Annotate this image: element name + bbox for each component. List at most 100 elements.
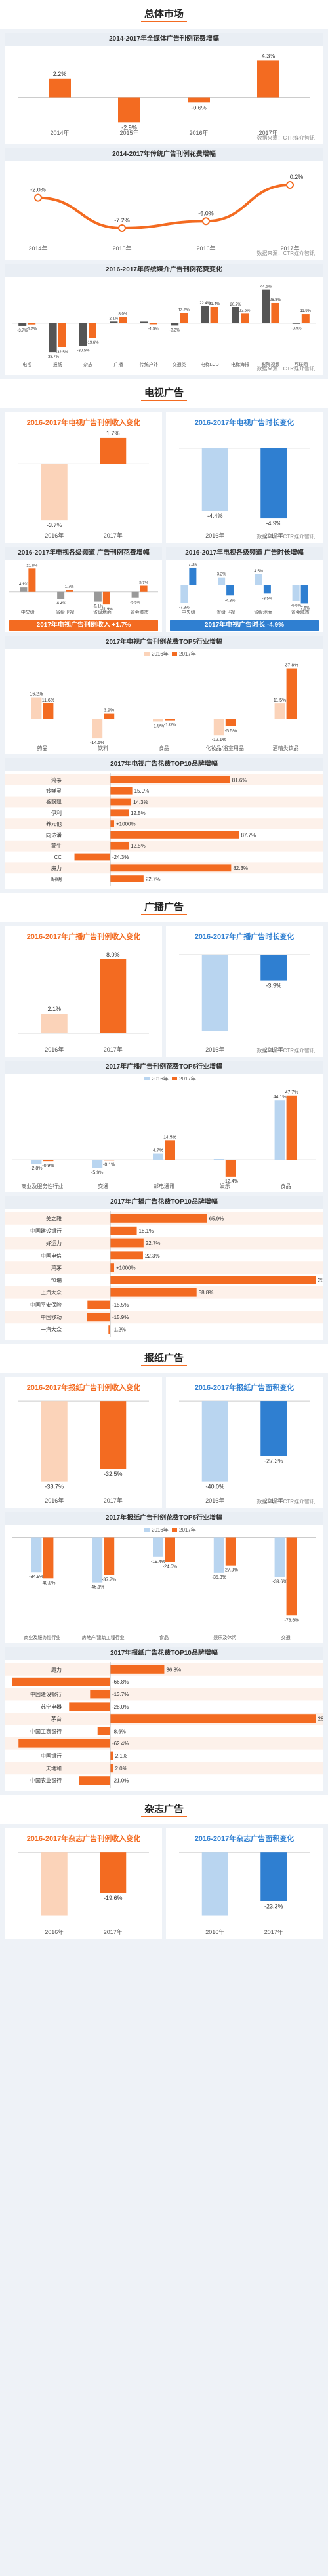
chart-radio-top5-industry: 2016年 2017年 -2.8%-0.9% 商业及服务性行业 -5.9%-0.1% 交通… <box>12 1075 316 1189</box>
chart-title: 2016-2017年报纸广告刊例收入变化 <box>26 1384 141 1392</box>
data-label: 16.2% <box>30 692 43 697</box>
data-label: -40.9% <box>41 1581 55 1585</box>
bar-2017年 <box>301 314 310 323</box>
tick-label: 2016年 <box>45 1497 64 1504</box>
panel-c12: 2017年广播广告刊例花费TOP5行业增幅 2016年 2017年 -2.8% -0.… <box>5 1061 323 1192</box>
data-label: +1000% <box>116 1265 136 1271</box>
tick-label: 互联网 <box>294 361 308 367</box>
chart-title: 2016-2017年电视各级频道 广告时长增幅 <box>166 547 323 560</box>
bar <box>87 1300 110 1309</box>
bar-2016年 <box>153 1537 163 1557</box>
legend-swatch-2017 <box>172 1077 177 1080</box>
data-label: 14.5% <box>163 1135 176 1139</box>
panel-c17: 2017年报纸广告花费TOP10品牌增幅 魔力36.8%信大-66.8%中国建设… <box>5 1647 328 1791</box>
bar-2016年 <box>171 323 179 326</box>
brand-label: 鸿茅 <box>51 776 62 783</box>
data-label: -1.9% <box>152 724 164 728</box>
bar <box>118 97 140 123</box>
bar-2017年 <box>104 1537 115 1575</box>
data-label: 2.1% <box>47 1006 61 1012</box>
tick-label: 电视 <box>22 361 31 367</box>
data-label: 22.4% <box>199 302 211 306</box>
data-label: -37.7% <box>102 1577 116 1582</box>
data-label: 2.1% <box>110 317 119 321</box>
bar-2016年 <box>292 585 300 601</box>
bar <box>110 1276 316 1284</box>
data-label: -12.1% <box>212 738 226 742</box>
data-label: -23.3% <box>264 1903 283 1909</box>
data-label: -15.9% <box>112 1315 129 1320</box>
data-label: -38.7% <box>45 1484 64 1490</box>
data-label: -4.4% <box>207 513 223 519</box>
data-label: 18.1% <box>139 1228 154 1234</box>
panel-c13: 2017年广播广告花费TOP10品牌增幅 美之雅 65.9% 中国建设银行 18.1%… <box>5 1196 328 1340</box>
bar-2017年 <box>66 590 73 592</box>
bar <box>110 1251 143 1260</box>
data-point <box>118 224 126 232</box>
tick-label: 食品 <box>159 1635 169 1640</box>
legend-swatch-2016 <box>144 1077 150 1080</box>
section-magazine: 杂志广告 <box>0 1795 328 1824</box>
bar <box>201 1852 228 1916</box>
bar-2016年 <box>218 577 226 585</box>
row-band <box>5 1762 323 1775</box>
data-label: 22.3% <box>145 1253 160 1259</box>
bar-2016年 <box>92 1160 103 1168</box>
bar-2016年 <box>94 591 102 602</box>
brand-label: 天地和 <box>46 1765 62 1772</box>
tick-label: 房地产/建筑工程行业 <box>82 1635 125 1640</box>
tick-label: 2014年 <box>28 245 47 252</box>
section-newspaper: 报纸广告 <box>0 1344 328 1373</box>
tick-label: 2017年 <box>104 532 123 539</box>
row-band <box>5 1688 323 1701</box>
chart-media-type-change: -3.7%-1.7% 电视 -38.7%-32.5% 报纸 -30.5% -19.6% 杂志… <box>12 285 316 367</box>
legend-label-2016: 2016年 <box>152 650 169 657</box>
brand-label: 魔力 <box>51 1666 62 1673</box>
data-label: -11.9% <box>100 608 113 612</box>
tick-label: 2016年 <box>189 129 208 136</box>
bar <box>110 1238 144 1248</box>
tick-label: 商业及服务性行业 <box>21 1183 63 1189</box>
tick-label: 邮电通讯 <box>154 1183 174 1189</box>
bar-2016年 <box>31 697 42 719</box>
bar <box>100 1852 127 1893</box>
bar-2016年 <box>213 1537 224 1573</box>
data-label: -27.9% <box>224 1568 238 1573</box>
data-label: -8.6% <box>112 1728 126 1734</box>
data-label: -24.5% <box>163 1565 177 1570</box>
row-band <box>5 840 323 852</box>
chart-newspaper-top10-brand: 魔力36.8%信大-66.8%中国建设银行-13.7%苏宁电器-28.0%茅台2… <box>5 1662 328 1788</box>
bar <box>260 1401 287 1456</box>
tv-duration-summary: 2017年电视广告时长 -4.9% <box>170 620 319 631</box>
tick-label: 交通 <box>281 1635 291 1640</box>
brand-label: 中国建设银行 <box>30 1691 62 1697</box>
panel-c4: 2016-2017年电视广告刊例收入变化 -3.7% 2016年 1.7% 2017年 <box>5 412 162 543</box>
brand-label: 好运力 <box>46 1240 62 1246</box>
legend-swatch-2016 <box>144 1528 150 1532</box>
data-label: -45.1% <box>90 1585 104 1590</box>
bar <box>110 776 230 783</box>
bar <box>110 1764 113 1773</box>
tick-label: 2017年 <box>104 1497 123 1504</box>
data-label: -13.7% <box>112 1692 129 1697</box>
chart-newspaper-top5-industry: 2016年 2017年 -34.9% -40.9% 商业及服务性行业 -45.1% -37.… <box>12 1526 316 1640</box>
data-label: -32.5% <box>104 1471 123 1477</box>
chart-title: 2016-2017年电视广告刊例收入变化 <box>26 419 141 427</box>
panel-c16: 2017年报纸广告刊例花费TOP5行业增幅 2016年 2017年 -34.9% -4… <box>5 1512 323 1643</box>
section-title-radio: 广播广告 <box>0 893 328 922</box>
bar <box>110 842 129 850</box>
bar-2016年 <box>79 323 87 346</box>
tick-label: 2015年 <box>112 245 131 252</box>
bar-2017年 <box>189 567 197 585</box>
data-label: 13.2% <box>178 309 190 313</box>
brand-label: 鸿茅 <box>51 1265 62 1271</box>
tick-label: 娱乐及休闲 <box>213 1635 236 1640</box>
bar-2017年 <box>271 302 279 323</box>
tv-revenue-summary: 2017年电视广告刊例收入 +1.7% <box>9 620 158 631</box>
brand-label: CC <box>54 854 62 860</box>
brand-label: 伊利 <box>51 810 62 816</box>
bar-2017年 <box>263 585 271 594</box>
tick-label: 影院视频 <box>261 361 279 367</box>
data-label: 12.5% <box>239 309 251 313</box>
data-label: 280.0% <box>318 1277 323 1283</box>
